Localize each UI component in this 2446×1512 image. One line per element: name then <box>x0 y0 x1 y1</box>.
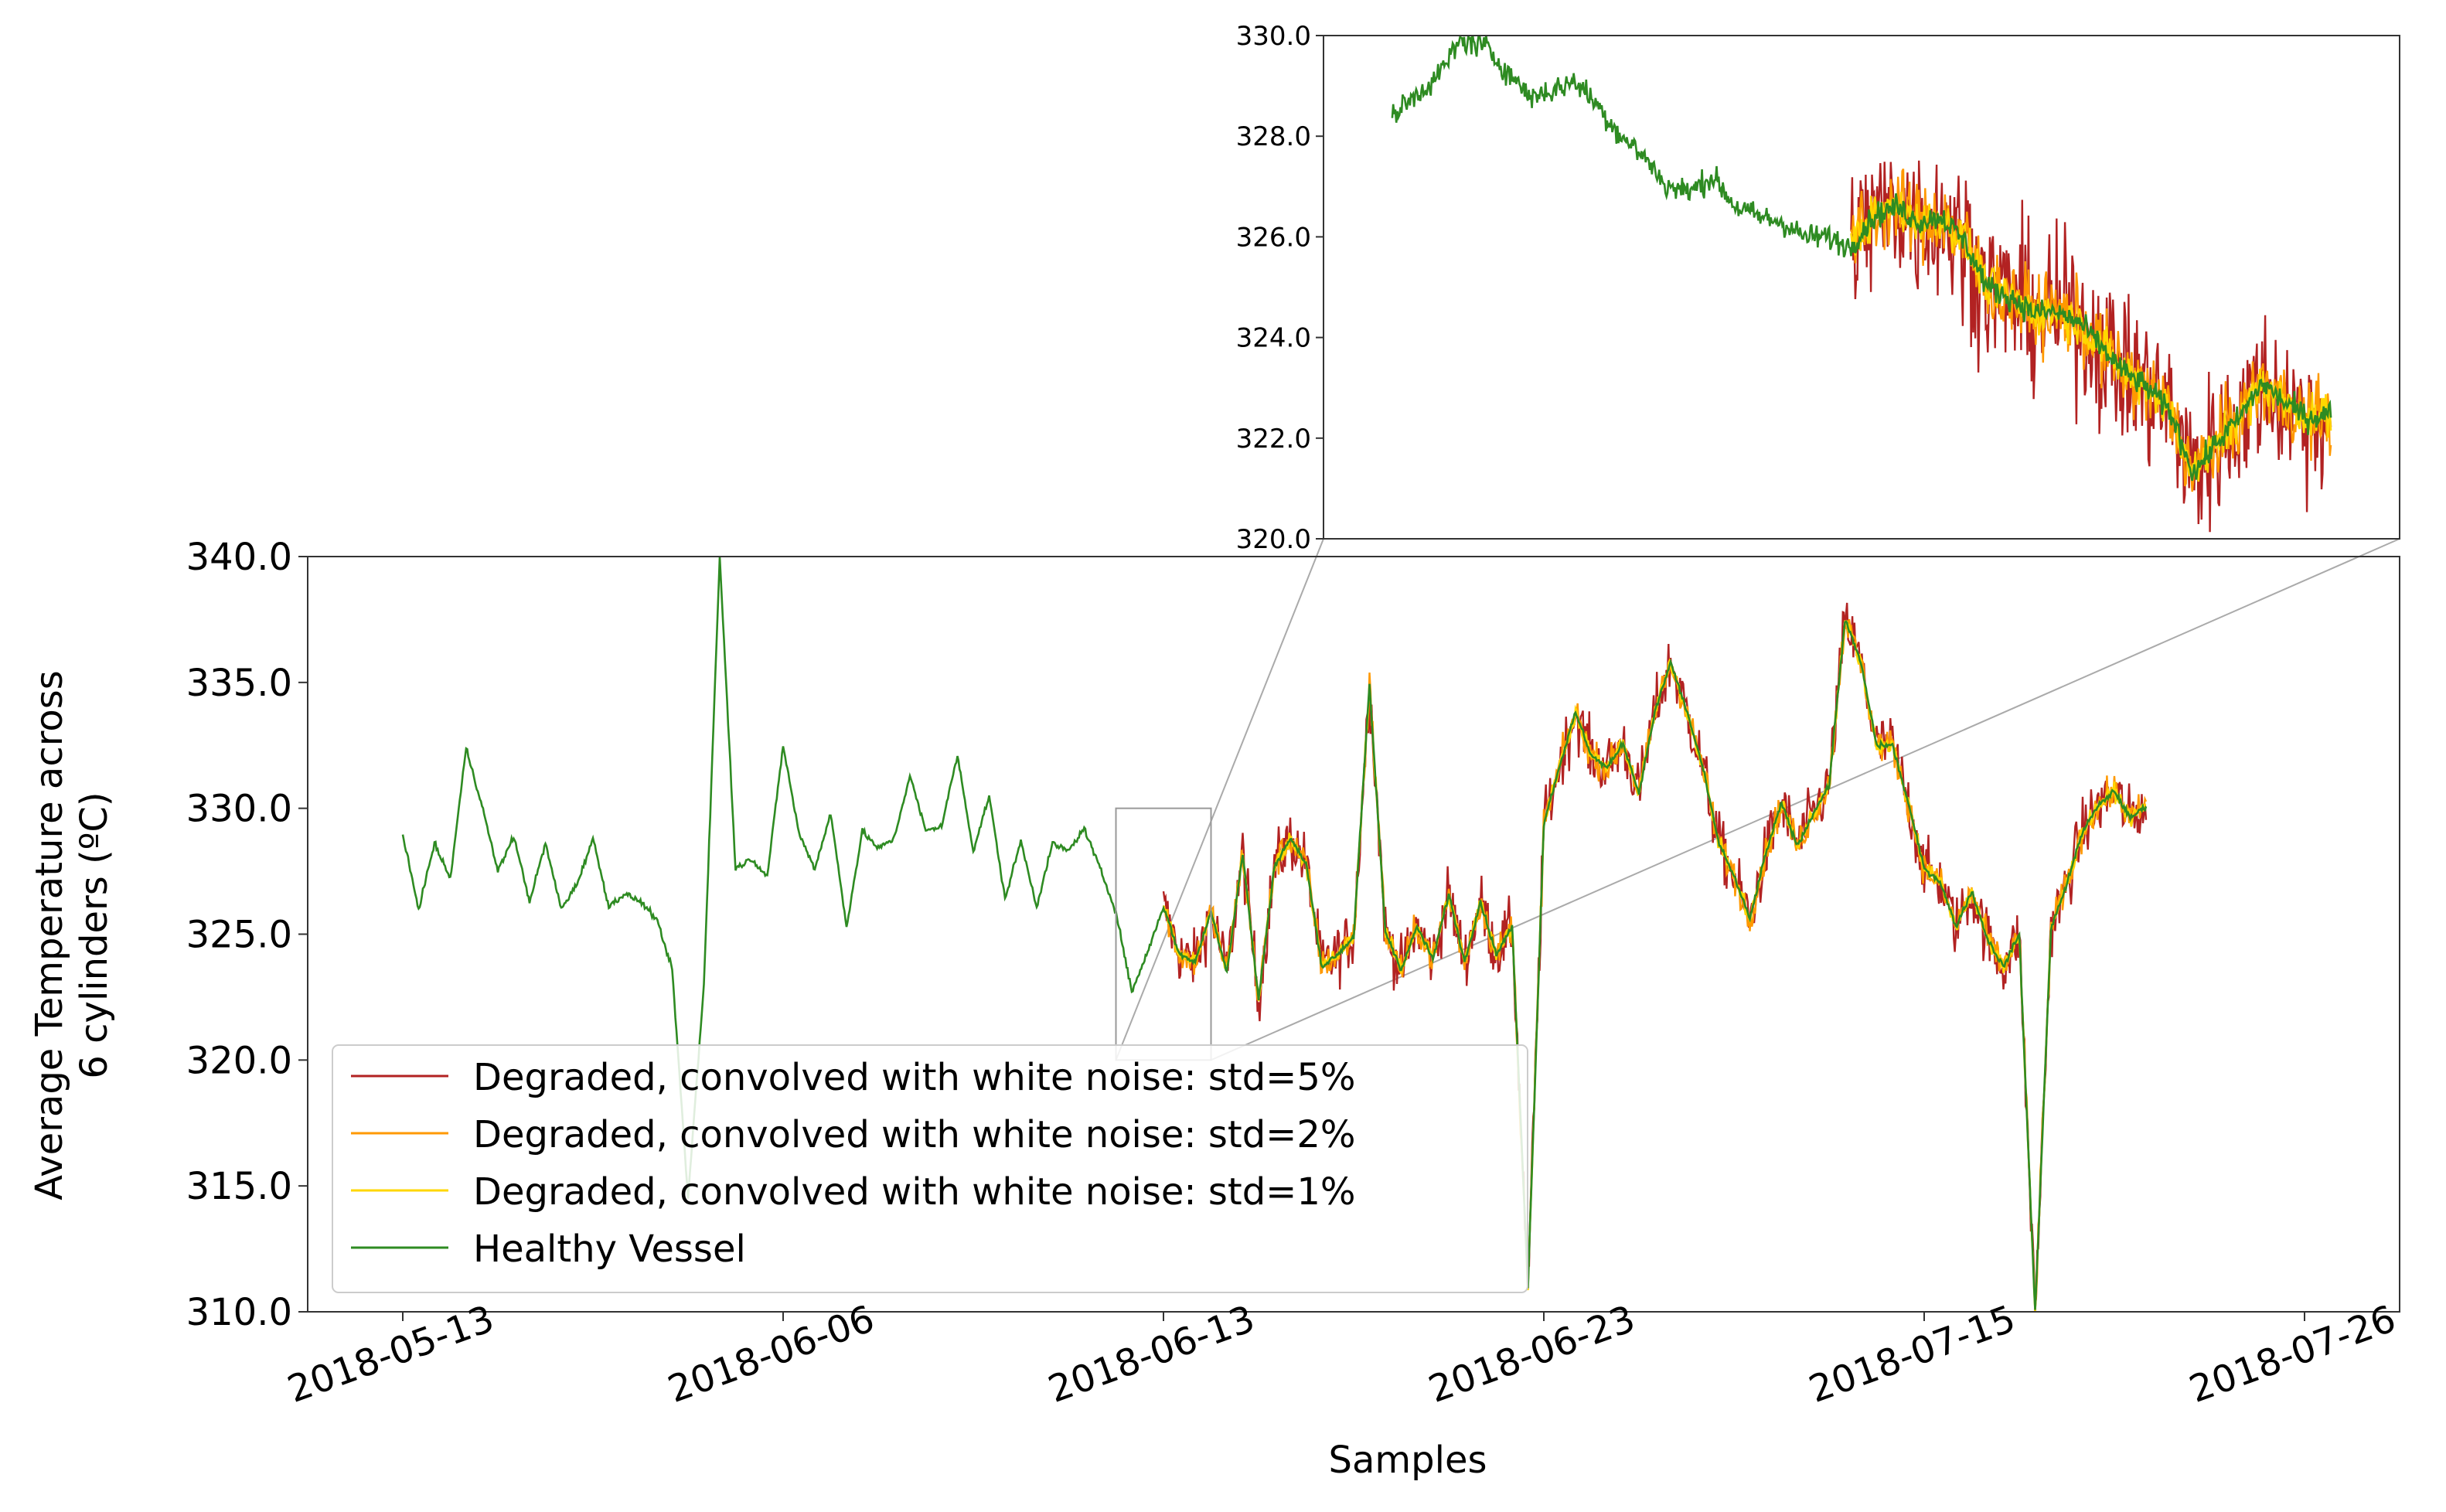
main-ytick-label: 335.0 <box>186 662 292 705</box>
legend-label-std5: Degraded, convolved with white noise: st… <box>473 1056 1356 1099</box>
legend-box <box>332 1044 1528 1293</box>
zoom-connector-left <box>1115 538 1324 1061</box>
main-xtick-label: 2018-06-23 <box>1423 1297 1640 1412</box>
legend: Degraded, convolved with white noise: st… <box>332 1044 1528 1293</box>
zoom-connector-right <box>1211 538 2400 1061</box>
inset-plot-frame <box>1323 35 2400 540</box>
main-chart: 310.0 315.0 320.0 325.0 330.0 335.0 340.0 2018… <box>28 536 2401 1482</box>
inset-ytick-label: 330.0 <box>1236 21 1311 52</box>
x-axis-title: Samples <box>1329 1439 1487 1482</box>
inset-ytick-label: 322.0 <box>1236 424 1311 455</box>
inset-series-healthy <box>1391 36 2332 482</box>
main-xtick-label: 2018-05-13 <box>282 1297 499 1412</box>
main-xtick-label: 2018-06-06 <box>663 1297 880 1412</box>
main-y-ticks: 310.0 315.0 320.0 325.0 330.0 335.0 340.0 <box>186 536 308 1334</box>
main-ytick-label: 325.0 <box>186 914 292 957</box>
main-ytick-label: 320.0 <box>186 1039 292 1082</box>
legend-label-std2: Degraded, convolved with white noise: st… <box>473 1113 1356 1156</box>
legend-label-std1: Degraded, convolved with white noise: st… <box>473 1170 1356 1214</box>
inset-chart: 320.0 322.0 324.0 326.0 328.0 330.0 <box>1236 21 2400 555</box>
main-x-ticks: 2018-05-13 2018-06-06 2018-06-13 2018-06-23… <box>282 1297 2401 1412</box>
inset-ytick-label: 328.0 <box>1236 121 1311 152</box>
inset-ytick-label: 320.0 <box>1236 524 1311 555</box>
main-xtick-label: 2018-07-26 <box>2184 1297 2401 1412</box>
zoom-connectors <box>1115 538 2400 1061</box>
main-xtick-label: 2018-07-15 <box>1804 1297 2021 1412</box>
main-ytick-label: 315.0 <box>186 1165 292 1208</box>
inset-plot-group <box>1391 36 2332 533</box>
inset-ytick-label: 326.0 <box>1236 222 1311 253</box>
main-xtick-label: 2018-06-13 <box>1043 1297 1260 1412</box>
legend-label-healthy: Healthy Vessel <box>473 1228 746 1271</box>
inset-ytick-label: 324.0 <box>1236 323 1311 354</box>
main-ytick-label: 310.0 <box>186 1291 292 1334</box>
main-ytick-label: 330.0 <box>186 788 292 831</box>
main-ytick-label: 340.0 <box>186 536 292 579</box>
inset-y-ticks: 320.0 322.0 324.0 326.0 328.0 330.0 <box>1236 21 1323 555</box>
y-axis-title-line1: Average Temperature across <box>28 670 71 1200</box>
y-axis-title-line2: 6 cylinders (ºC) <box>73 792 116 1078</box>
